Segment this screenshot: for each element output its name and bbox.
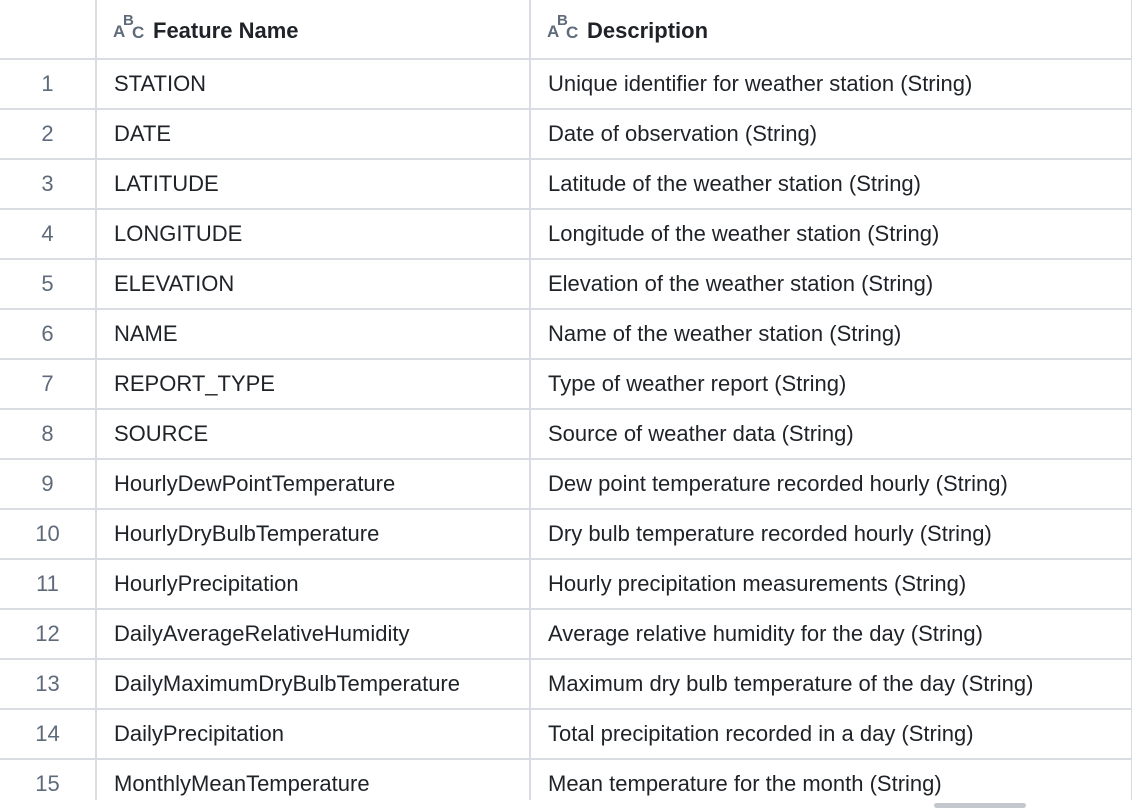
row-index: 2 <box>0 109 97 160</box>
description-cell[interactable]: Source of weather data (String) <box>530 409 1131 460</box>
row-index: 4 <box>0 209 97 260</box>
table-row[interactable]: 3 LATITUDE Latitude of the weather station… <box>0 159 1131 210</box>
table-row[interactable]: 5 ELEVATION Elevation of the weather stati… <box>0 259 1131 310</box>
column-header-label: Description <box>587 17 709 43</box>
feature-name-cell[interactable]: DATE <box>96 109 531 160</box>
table-row[interactable]: 6 NAME Name of the weather station (String… <box>0 309 1131 360</box>
description-cell[interactable]: Name of the weather station (String) <box>530 309 1131 360</box>
description-cell[interactable]: Longitude of the weather station (String… <box>530 209 1131 260</box>
description-cell[interactable]: Date of observation (String) <box>530 109 1131 160</box>
row-index: 13 <box>0 659 97 710</box>
description-cell[interactable]: Maximum dry bulb temperature of the day … <box>530 659 1131 710</box>
feature-name-cell[interactable]: LONGITUDE <box>96 209 531 260</box>
table-row[interactable]: 8 SOURCE Source of weather data (String) <box>0 409 1131 460</box>
description-cell[interactable]: Mean temperature for the month (String) <box>530 759 1131 800</box>
description-cell[interactable]: Total precipitation recorded in a day (S… <box>530 709 1131 760</box>
table-row[interactable]: 12 DailyAverageRelativeHumidity Average re… <box>0 609 1131 660</box>
table-row[interactable]: 4 LONGITUDE Longitude of the weather stati… <box>0 209 1131 260</box>
table-row[interactable]: 1 STATION Unique identifier for weather st… <box>0 59 1131 110</box>
table-body: 1 STATION Unique identifier for weather st… <box>0 59 1131 800</box>
description-cell[interactable]: Unique identifier for weather station (S… <box>530 59 1131 110</box>
table-row[interactable]: 11 HourlyPrecipitation Hourly precipitatio… <box>0 559 1131 610</box>
row-index: 5 <box>0 259 97 310</box>
feature-name-cell[interactable]: SOURCE <box>96 409 531 460</box>
feature-name-cell[interactable]: DailyPrecipitation <box>96 709 531 760</box>
description-cell[interactable]: Type of weather report (String) <box>530 359 1131 410</box>
row-index: 6 <box>0 309 97 360</box>
column-header-feature-name[interactable]: A B C Feature Name <box>96 0 531 60</box>
column-header-description[interactable]: A B C Description <box>530 0 1131 60</box>
description-cell[interactable]: Latitude of the weather station (String) <box>530 159 1131 210</box>
table-row[interactable]: 7 REPORT_TYPE Type of weather report (Stri… <box>0 359 1131 410</box>
horizontal-scrollbar-thumb[interactable] <box>934 803 1026 808</box>
row-index: 3 <box>0 159 97 210</box>
table-row[interactable]: 10 HourlyDryBulbTemperature Dry bulb tempe… <box>0 509 1131 560</box>
feature-name-cell[interactable]: MonthlyMeanTemperature <box>96 759 531 800</box>
description-cell[interactable]: Average relative humidity for the day (S… <box>530 609 1131 660</box>
table-row[interactable]: 13 DailyMaximumDryBulbTemperature Maximum … <box>0 659 1131 710</box>
description-cell[interactable]: Dry bulb temperature recorded hourly (St… <box>530 509 1131 560</box>
header-row: A B C Feature Name A B C Description <box>0 0 1131 60</box>
row-index: 9 <box>0 459 97 510</box>
table-row[interactable]: 15 MonthlyMeanTemperature Mean temperature… <box>0 759 1131 800</box>
feature-name-cell[interactable]: REPORT_TYPE <box>96 359 531 410</box>
row-index: 7 <box>0 359 97 410</box>
feature-name-cell[interactable]: DailyMaximumDryBulbTemperature <box>96 659 531 710</box>
row-index: 15 <box>0 759 97 800</box>
feature-name-cell[interactable]: HourlyDryBulbTemperature <box>96 509 531 560</box>
feature-name-cell[interactable]: NAME <box>96 309 531 360</box>
feature-name-cell[interactable]: HourlyDewPointTemperature <box>96 459 531 510</box>
feature-name-cell[interactable]: LATITUDE <box>96 159 531 210</box>
row-index: 1 <box>0 59 97 110</box>
row-index: 14 <box>0 709 97 760</box>
row-index: 11 <box>0 559 97 610</box>
table-row[interactable]: 2 DATE Date of observation (String) <box>0 109 1131 160</box>
row-index: 10 <box>0 509 97 560</box>
description-cell[interactable]: Elevation of the weather station (String… <box>530 259 1131 310</box>
table-row[interactable]: 14 DailyPrecipitation Total precipitation … <box>0 709 1131 760</box>
row-index-header <box>0 0 97 60</box>
description-cell[interactable]: Dew point temperature recorded hourly (S… <box>530 459 1131 510</box>
row-index: 8 <box>0 409 97 460</box>
description-cell[interactable]: Hourly precipitation measurements (Strin… <box>530 559 1131 610</box>
feature-name-cell[interactable]: DailyAverageRelativeHumidity <box>96 609 531 660</box>
feature-name-cell[interactable]: STATION <box>96 59 531 110</box>
table-row[interactable]: 9 HourlyDewPointTemperature Dew point temp… <box>0 459 1131 510</box>
feature-name-cell[interactable]: ELEVATION <box>96 259 531 310</box>
row-index: 12 <box>0 609 97 660</box>
feature-name-cell[interactable]: HourlyPrecipitation <box>96 559 531 610</box>
column-header-label: Feature Name <box>153 17 299 43</box>
